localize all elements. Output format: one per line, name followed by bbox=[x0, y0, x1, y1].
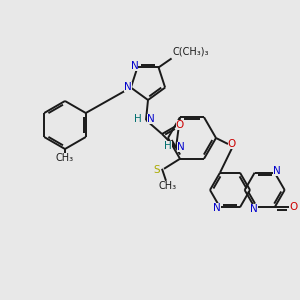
Text: N: N bbox=[147, 114, 155, 124]
Text: N: N bbox=[177, 142, 185, 152]
Text: S: S bbox=[153, 165, 160, 175]
Text: N: N bbox=[130, 61, 138, 71]
Text: CH₃: CH₃ bbox=[159, 181, 177, 191]
Text: N: N bbox=[273, 166, 280, 176]
Text: O: O bbox=[228, 139, 236, 149]
Text: N: N bbox=[250, 204, 257, 214]
Text: N: N bbox=[124, 82, 132, 92]
Text: H: H bbox=[164, 141, 172, 151]
Text: CH₃: CH₃ bbox=[56, 153, 74, 163]
Text: N: N bbox=[213, 203, 221, 213]
Text: O: O bbox=[290, 202, 298, 212]
Text: O: O bbox=[176, 120, 184, 130]
Text: C(CH₃)₃: C(CH₃)₃ bbox=[172, 46, 209, 56]
Text: H: H bbox=[134, 114, 142, 124]
